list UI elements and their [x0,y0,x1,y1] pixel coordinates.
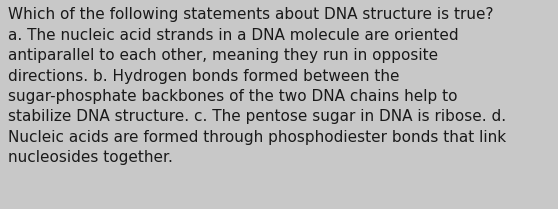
Text: Which of the following statements about DNA structure is true?
a. The nucleic ac: Which of the following statements about … [8,7,507,165]
